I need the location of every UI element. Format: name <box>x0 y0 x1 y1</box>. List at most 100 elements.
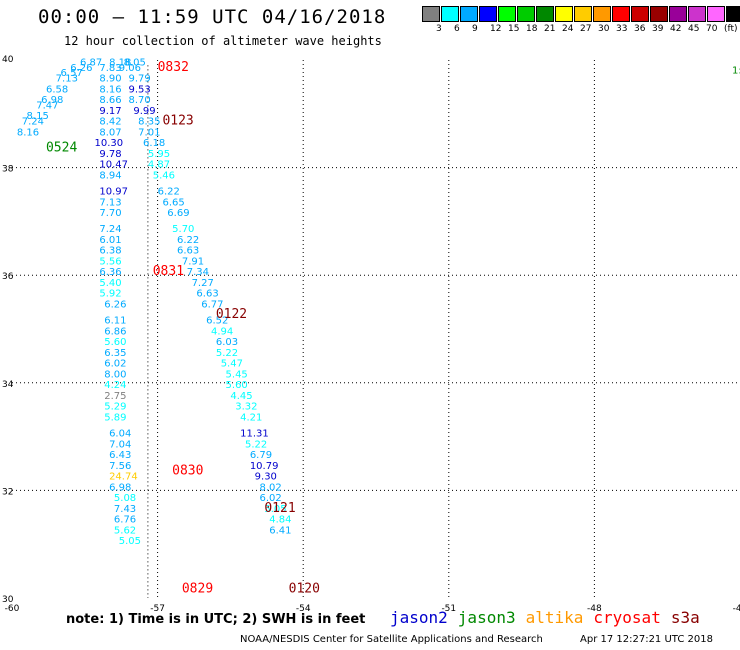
wave-height-point: 5.08 <box>114 493 136 504</box>
wave-height-point: 7.27 <box>192 278 214 289</box>
legend-swatch <box>593 6 611 22</box>
legend-tick-label: 12 <box>490 24 502 34</box>
legend-swatch <box>422 6 440 22</box>
legend-swatch <box>650 6 668 22</box>
wave-height-point: 6.98 <box>41 95 63 106</box>
wave-height-point: 5.89 <box>104 412 126 423</box>
y-tick-label: 34 <box>2 380 14 390</box>
satellite-jason3: jason3 <box>457 608 516 627</box>
legend-tick-label: 24 <box>562 24 574 34</box>
satellite-cryosat: cryosat <box>593 608 661 627</box>
wave-height-point: 6.02 <box>260 493 282 504</box>
note-text: note: 1) Time is in UTC; 2) SWH is in fe… <box>66 612 366 627</box>
legend-tick-label: 15 <box>508 24 520 34</box>
wave-height-point: 4.24 <box>104 380 126 391</box>
legend-tick-label: 21 <box>544 24 556 34</box>
wave-height-point: 8.02 <box>260 482 282 493</box>
legend-swatch <box>574 6 592 22</box>
wave-height-point: 4.45 <box>230 391 252 402</box>
wave-height-point: 7.56 <box>109 461 131 472</box>
wave-height-point: 6.98 <box>109 482 131 493</box>
x-tick-label: -60 <box>5 604 20 614</box>
legend-swatch <box>555 6 573 22</box>
wave-height-point: 5.40 <box>99 278 121 289</box>
wave-height-point: 5.60 <box>226 380 248 391</box>
wave-height-point: 6.36 <box>99 267 121 278</box>
y-tick-label: 30 <box>2 595 14 605</box>
wave-height-point: 10.30 <box>95 138 124 149</box>
wave-height-point: 10.97 <box>99 187 128 198</box>
wave-height-point: 6.57 <box>61 68 83 79</box>
legend-tick-label: 6 <box>454 24 460 34</box>
wave-height-point: 6.35 <box>104 348 126 359</box>
footer-credit: NOAA/NESDIS Center for Satellite Applica… <box>240 634 543 645</box>
pass-time-label: 0120 <box>289 582 320 597</box>
pass-time-label: 0121 <box>264 501 295 516</box>
wave-height-point: 4.84 <box>269 515 291 526</box>
wave-height-point: 24.74 <box>109 472 138 483</box>
wave-height-point: 8.15 <box>27 111 49 122</box>
wave-height-point: 6.69 <box>167 208 189 219</box>
wave-height-point: 5.62 <box>114 525 136 536</box>
y-tick-label: 40 <box>2 55 14 65</box>
wave-height-point: 11.31 <box>240 429 269 440</box>
wave-height-point: 9.79 <box>128 74 150 85</box>
wave-height-point: 8.16 <box>17 127 39 138</box>
x-tick-label: -45 <box>733 604 740 614</box>
x-tick-label: -57 <box>150 604 165 614</box>
wave-height-point: 6.22 <box>158 187 180 198</box>
legend-swatch <box>517 6 535 22</box>
edge-label: 1: <box>732 65 740 76</box>
wave-height-point: 2.75 <box>104 391 126 402</box>
wave-height-point: 8.94 <box>99 170 121 181</box>
legend-swatch <box>707 6 725 22</box>
wave-height-point: 6.22 <box>177 235 199 246</box>
wave-height-point: 9.53 <box>128 84 150 95</box>
wave-height-point: 8.16 <box>99 84 121 95</box>
wave-height-point: 5.47 <box>221 359 243 370</box>
legend-tick-label: 33 <box>616 24 628 34</box>
wave-height-point: 8.05 <box>124 57 146 68</box>
wave-height-point: 6.41 <box>269 525 291 536</box>
wave-height-point: 9.30 <box>255 472 277 483</box>
x-tick-label: -48 <box>587 604 602 614</box>
wave-height-point: 8.42 <box>99 117 121 128</box>
legend-swatch <box>669 6 687 22</box>
wave-height-point: 8.70 <box>128 95 150 106</box>
pass-time-label: 0830 <box>172 463 203 478</box>
legend-tick-label: 30 <box>598 24 610 34</box>
wave-height-point: 5.92 <box>99 289 121 300</box>
pass-time-label: 0832 <box>158 60 189 75</box>
wave-height-point: 6.26 <box>104 299 126 310</box>
wave-height-point: 4.94 <box>211 326 233 337</box>
wave-height-point: 5.22 <box>216 348 238 359</box>
wave-height-point: 5.05 <box>264 504 286 515</box>
wave-height-point: 7.34 <box>187 267 209 278</box>
pass-time-label: 0829 <box>182 582 213 597</box>
legend-swatch <box>631 6 649 22</box>
satellite-altika: altika <box>525 608 584 627</box>
satellite-jason2: jason2 <box>390 608 448 627</box>
wave-height-point: 6.52 <box>206 316 228 327</box>
wave-height-point: 5.45 <box>226 369 248 380</box>
legend-tick-label: 18 <box>526 24 538 34</box>
wave-height-point: 6.58 <box>46 84 68 95</box>
chart-subtitle: 12 hour collection of altimeter wave hei… <box>64 34 382 48</box>
legend-tick-label: 70 <box>706 24 718 34</box>
wave-height-point: 9.17 <box>99 106 121 117</box>
pass-time-label: 0831 <box>153 264 184 279</box>
wave-height-point: 6.63 <box>196 289 218 300</box>
wave-height-point: 6.38 <box>99 246 121 257</box>
wave-height-point: 7.47 <box>36 100 58 111</box>
wave-height-point: 5.29 <box>104 402 126 413</box>
wave-height-point: 8.90 <box>99 74 121 85</box>
wave-height-point: 6.11 <box>104 316 126 327</box>
wave-height-point: 4.21 <box>240 412 262 423</box>
legend-tick-label: 45 <box>688 24 700 34</box>
wave-height-point: 6.01 <box>99 235 121 246</box>
y-tick-label: 36 <box>2 272 14 282</box>
legend-tick-label: 36 <box>634 24 646 34</box>
x-tick-label: -54 <box>296 604 311 614</box>
legend-tick-label: 39 <box>652 24 664 34</box>
